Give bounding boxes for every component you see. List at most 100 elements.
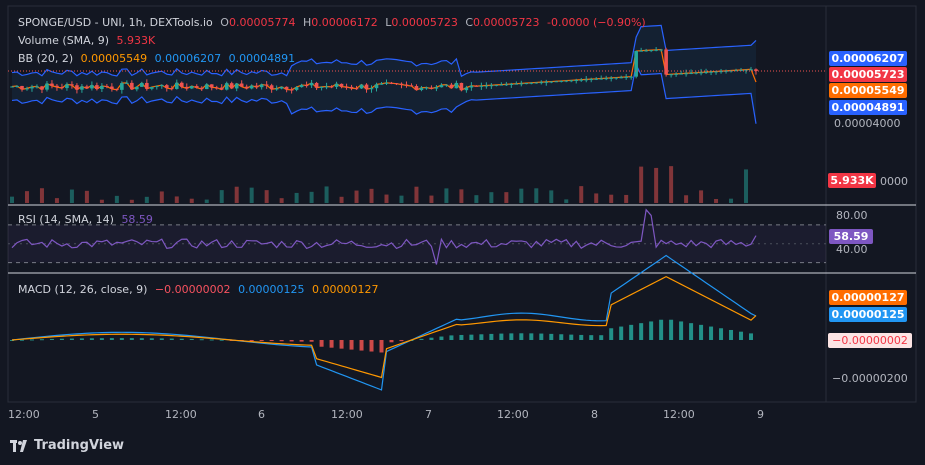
close-label: C (465, 16, 474, 29)
macd-hist-bar (489, 333, 494, 340)
candle-body (110, 86, 114, 89)
volume-legend: Volume (SMA, 9) 5.933K (18, 34, 159, 47)
candle-body (259, 84, 264, 88)
volume-bar (114, 195, 119, 203)
volume-legend-label: Volume (SMA, 9) (18, 34, 109, 47)
candle-body (634, 51, 638, 77)
candle-body (609, 77, 613, 79)
last-price-badge: 0.00005723 (829, 67, 907, 82)
bb-band-fill (12, 25, 756, 124)
time-tick-0: 12:00 (8, 408, 40, 421)
rsi-badge: 58.59 (829, 229, 873, 244)
macd-hist-bar (379, 340, 384, 353)
volume-bar (639, 166, 644, 203)
low-label: L (385, 16, 392, 29)
macd-hist-bar (29, 339, 34, 341)
candle-body (549, 81, 554, 83)
macd-hist-bar (399, 340, 404, 342)
high-value: 0.00006172 (311, 16, 378, 29)
macd-hist-bar (89, 338, 94, 340)
candle-body (249, 85, 254, 89)
candle-body (409, 85, 414, 87)
volume-bar (144, 196, 149, 203)
time-tick-6: 12:00 (497, 408, 529, 421)
candle-body (55, 85, 59, 88)
candle-body (439, 85, 444, 88)
macd-hist-bar (609, 328, 614, 340)
candle-body (244, 86, 249, 89)
candle-body (534, 82, 539, 84)
candle-body (50, 83, 54, 86)
tradingview-logo[interactable]: TradingView (10, 438, 124, 453)
macd-hist-bar (689, 323, 694, 340)
volume-bar (324, 186, 329, 203)
candle-body (429, 87, 434, 89)
candle-body (669, 74, 673, 76)
candle-body (569, 80, 574, 82)
candle-body (524, 83, 529, 85)
bb-basis-badge: 0.00005549 (829, 83, 907, 98)
macd-hist-bar (359, 340, 364, 351)
candle-body (135, 86, 139, 90)
candle-body (304, 85, 309, 87)
macd-signal-value: 0.00000127 (312, 283, 379, 296)
bb-lower-badge: 0.00004891 (829, 100, 907, 115)
macd-hist-bar (449, 335, 454, 340)
candle-body (115, 88, 119, 90)
candle-body (239, 83, 244, 87)
macd-hist-value: −0.00000002 (154, 283, 231, 296)
volume-bar (39, 188, 44, 203)
candle-body (284, 86, 289, 90)
macd-hist-bar (719, 328, 724, 340)
volume-bar (399, 195, 404, 203)
volume-bar (129, 199, 134, 203)
macd-hist-bar (709, 326, 714, 340)
candle-body (514, 83, 519, 85)
open-label: O (220, 16, 229, 29)
candle-body (614, 77, 618, 79)
macd-hist-bar (659, 319, 664, 340)
candle-body (70, 84, 74, 86)
candle-body (309, 82, 314, 86)
candle-body (184, 86, 189, 89)
candle-body (754, 69, 758, 72)
volume-bar (294, 192, 299, 203)
candle-body (644, 50, 648, 52)
macd-hist-bar (469, 334, 474, 340)
volume-bar (339, 196, 344, 203)
macd-tick-neg: −0.00000200 (832, 372, 908, 385)
candle-body (319, 86, 324, 88)
macd-hist-bar (10, 340, 14, 341)
macd-hist-bar (669, 319, 674, 340)
volume-bar (474, 195, 479, 203)
candle-body (140, 82, 144, 87)
candle-body (169, 88, 174, 90)
macd-hist-bar (289, 340, 294, 342)
candle-body (434, 87, 439, 89)
candle-body (529, 82, 534, 84)
macd-line (11, 254, 757, 391)
candle-body (125, 82, 129, 84)
bb-upper-value: 0.00006207 (154, 52, 222, 65)
macd-hist-bar (59, 338, 64, 340)
rsi-legend: RSI (14, SMA, 14) 58.59 (18, 213, 157, 226)
candle-body (544, 81, 549, 83)
candle-body (509, 83, 514, 85)
macd-hist-bar (499, 333, 504, 340)
volume-bar (504, 192, 509, 203)
volume-bar (10, 196, 14, 203)
macd-hist-bar (269, 340, 274, 342)
candle-body (649, 50, 653, 52)
candle-body (479, 85, 484, 87)
macd-hist-bar (329, 340, 334, 348)
macd-hist-bar (419, 338, 424, 340)
candle-body (269, 85, 274, 90)
volume-bar (519, 188, 524, 203)
macd-legend-label: MACD (12, 26, close, 9) (18, 283, 148, 296)
macd-hist-bar (169, 338, 174, 340)
candle-body (204, 84, 209, 90)
candle-body (739, 69, 743, 71)
volume-bar (219, 190, 224, 203)
candle-body (359, 84, 364, 89)
